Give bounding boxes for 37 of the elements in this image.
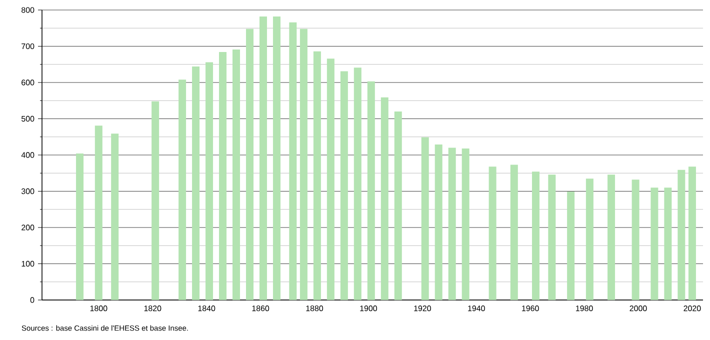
bar [300,28,308,300]
bar [421,137,429,300]
bar [111,134,119,300]
bar [192,66,200,300]
bar [178,80,186,300]
bar [259,16,267,300]
bar [313,51,321,300]
bar [532,172,540,300]
bar [354,68,362,300]
bar [394,112,402,300]
bar [206,62,214,300]
bar [289,22,297,300]
bar [586,178,594,300]
bar [94,126,102,300]
bar [510,164,518,300]
bar [326,58,334,300]
bar [608,174,616,300]
bar [548,174,556,300]
bar [152,101,160,300]
bar [664,188,672,300]
bar [272,16,280,300]
bar [650,188,658,300]
bar [219,52,227,300]
bar [678,170,686,300]
bar [462,148,470,300]
bar [380,97,388,300]
bar [567,192,575,300]
bar [688,166,696,300]
bar [448,148,456,300]
bar [340,71,348,300]
bar [76,154,84,300]
bar [232,50,240,300]
bar [246,28,254,300]
bar [488,166,496,300]
bar [367,81,375,300]
bar [632,180,640,300]
bar [434,144,442,300]
